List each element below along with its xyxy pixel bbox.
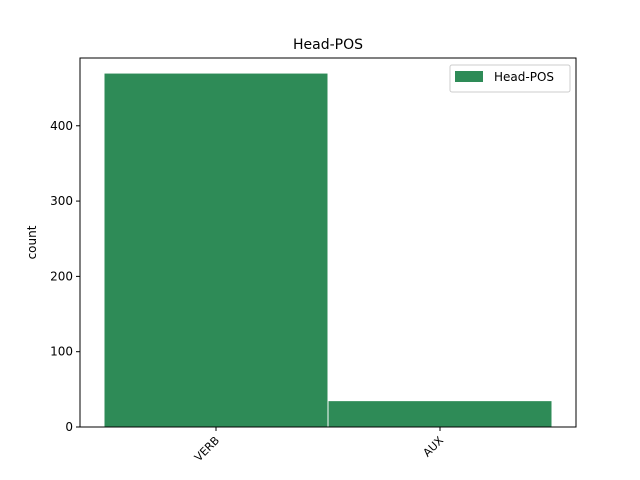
bar-verb [103, 72, 329, 428]
y-tick-label: 300 [50, 194, 73, 208]
legend: Head-POS [449, 64, 571, 93]
y-tick-label: 0 [65, 420, 73, 434]
bar-aux [327, 400, 553, 428]
y-axis-label: count [25, 225, 39, 259]
bars-group [103, 72, 553, 428]
y-tick-label: 100 [50, 345, 73, 359]
legend-label: Head-POS [494, 70, 554, 84]
y-tick-label: 400 [50, 119, 73, 133]
chart-title: Head-POS [293, 37, 363, 53]
plot-frame [79, 57, 577, 428]
y-axis: 0 100 200 300 400 [50, 119, 80, 434]
y-tick-label: 200 [50, 269, 73, 283]
legend-swatch [455, 71, 483, 82]
